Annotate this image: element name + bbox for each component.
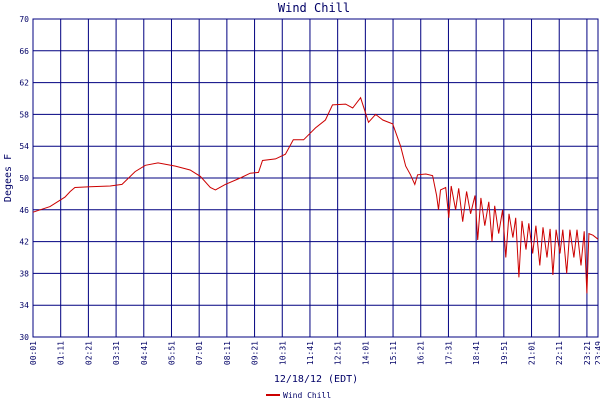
y-tick-label: 66	[19, 47, 29, 56]
y-tick-label: 34	[19, 301, 29, 310]
x-tick-label: 14:01	[361, 341, 370, 365]
x-tick-label: 05:51	[167, 341, 176, 365]
x-axis-label: 12/18/12 (EDT)	[274, 374, 358, 385]
x-tick-label: 23:21	[583, 341, 592, 365]
x-tick-label: 01:11	[57, 341, 66, 365]
y-tick-label: 70	[19, 15, 29, 24]
x-tick-label: 10:31	[278, 341, 287, 365]
x-tick-label: 03:31	[112, 341, 121, 365]
plot-border	[32, 18, 599, 338]
y-tick-label: 38	[19, 269, 29, 278]
x-tick-label: 12:51	[334, 341, 343, 365]
y-tick-label: 30	[19, 333, 29, 342]
x-tick-label: 17:31	[444, 341, 453, 365]
x-tick-label: 00:01	[29, 341, 38, 365]
x-tick-label: 18:41	[472, 341, 481, 365]
x-tick-label: 21:01	[528, 341, 537, 365]
y-tick-label: 42	[19, 238, 29, 247]
legend-label: Wind Chill	[283, 391, 331, 400]
x-tick-label: 15:11	[389, 341, 398, 365]
y-tick-label: 62	[19, 79, 29, 88]
y-tick-label: 58	[19, 110, 29, 119]
y-axis-label: Degees F	[3, 154, 14, 202]
x-tick-label: 22:11	[555, 341, 564, 365]
data-line	[32, 96, 599, 294]
x-tick-label: 04:41	[140, 341, 149, 365]
y-tick-label: 54	[19, 142, 29, 151]
y-tick-label: 46	[19, 206, 29, 215]
y-tick-label: 50	[19, 174, 29, 183]
x-tick-label: 08:11	[223, 341, 232, 365]
x-tick-label: 11:41	[306, 341, 315, 365]
x-tick-label: 16:21	[417, 341, 426, 365]
x-tick-label: 23:49	[594, 341, 600, 365]
x-tick-label: 07:01	[195, 341, 204, 365]
x-tick-label: 19:51	[500, 341, 509, 365]
x-tick-label: 02:21	[84, 341, 93, 365]
x-tick-label: 09:21	[251, 341, 260, 365]
chart-title: Wind Chill	[278, 1, 350, 15]
